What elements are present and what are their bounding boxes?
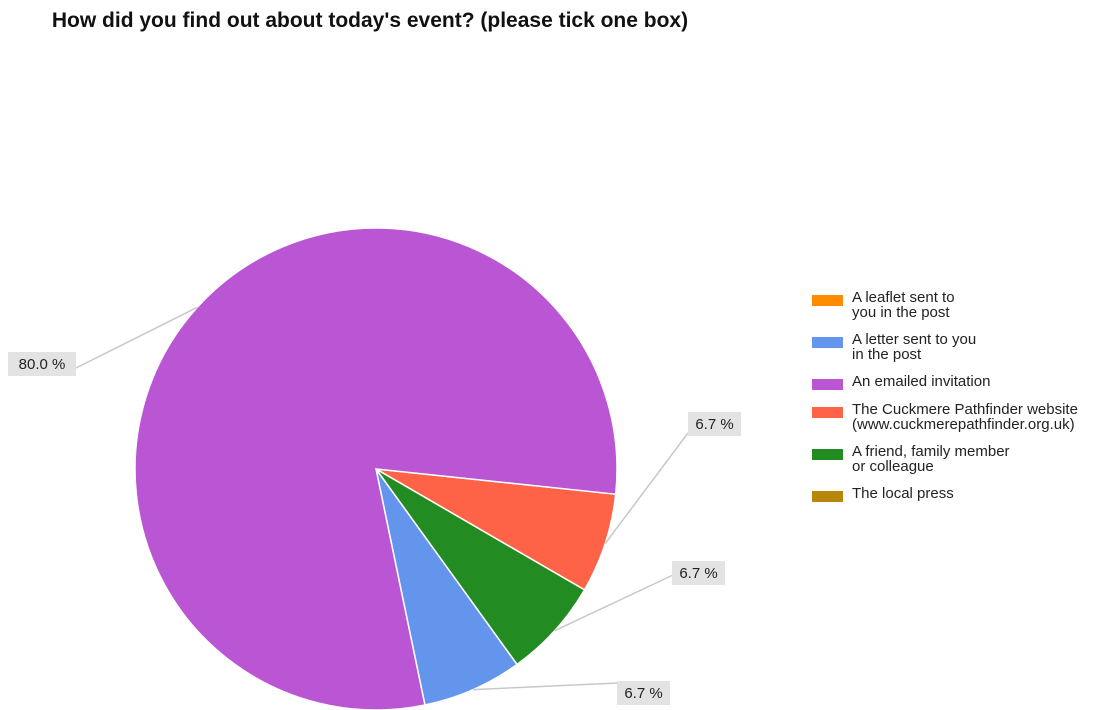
pie-labels: 6.7 % 6.7 % 6.7 % 80.0 % <box>8 306 741 705</box>
legend-swatch <box>812 449 843 460</box>
pct-label-box <box>688 412 741 436</box>
pct-label: 80.0 % <box>19 356 66 373</box>
leader-line <box>473 682 619 691</box>
legend-item-letter[interactable]: A letter sent to you in the post <box>812 332 1107 362</box>
leader-line <box>604 432 689 545</box>
leader-line <box>554 574 674 632</box>
pct-label: 6.7 % <box>695 416 733 433</box>
legend-label: A letter sent to you in the post <box>852 331 977 363</box>
legend-swatch <box>812 337 843 348</box>
legend-swatch <box>812 491 843 502</box>
legend-item-friend[interactable]: A friend, family member or colleague <box>812 444 1107 474</box>
pct-label: 6.7 % <box>679 565 717 582</box>
legend-swatch <box>812 379 843 390</box>
pie-slice[interactable] <box>134 227 618 710</box>
legend-label: The Cuckmere Pathfinder website (www.cuc… <box>852 401 1078 433</box>
pct-label: 6.7 % <box>624 685 662 702</box>
legend-item-local-press[interactable]: The local press <box>812 486 1107 502</box>
legend-label: The local press <box>852 485 954 502</box>
pct-label-box <box>672 561 725 585</box>
legend: A leaflet sent to you in the post A lett… <box>812 290 1107 514</box>
pct-label-box <box>8 352 76 376</box>
legend-label: A leaflet sent to you in the post <box>852 289 955 321</box>
legend-item-leaflet[interactable]: A leaflet sent to you in the post <box>812 290 1107 320</box>
legend-item-website[interactable]: The Cuckmere Pathfinder website (www.cuc… <box>812 402 1107 432</box>
legend-item-email[interactable]: An emailed invitation <box>812 374 1107 390</box>
legend-swatch <box>812 295 843 306</box>
legend-label: A friend, family member or colleague <box>852 443 1010 475</box>
legend-swatch <box>812 407 843 418</box>
chart-title: How did you find out about today's event… <box>51 9 689 32</box>
pct-label-box <box>617 681 670 705</box>
pie-slices <box>134 227 618 710</box>
leader-line <box>75 306 198 369</box>
legend-label: An emailed invitation <box>852 373 991 390</box>
